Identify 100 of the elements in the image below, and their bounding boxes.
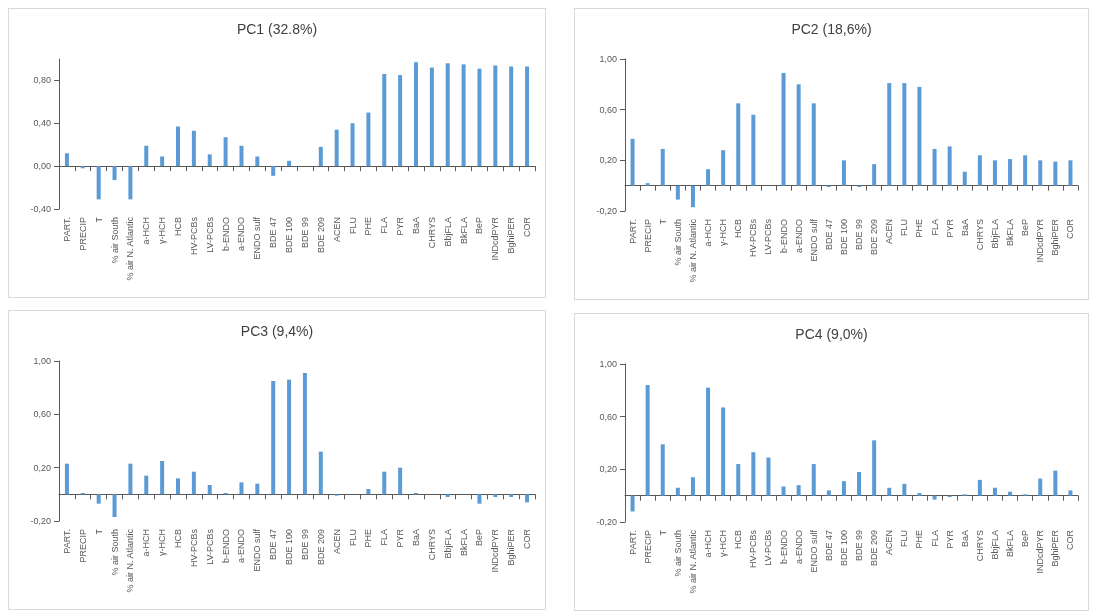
bar <box>128 166 133 200</box>
bar <box>255 156 260 167</box>
x-tick-label: HV-PCBs <box>748 529 759 569</box>
bar <box>287 379 292 495</box>
bar <box>645 385 650 496</box>
y-tick-label: -0,20 <box>596 206 617 216</box>
x-tick-label: HV-PCBs <box>188 528 199 568</box>
bar <box>493 65 498 167</box>
bar <box>509 66 514 167</box>
x-tick-label: ENDO sulf <box>252 216 263 260</box>
bar <box>841 160 846 186</box>
bar <box>887 83 892 186</box>
x-tick-label: BDE 99 <box>299 529 310 561</box>
bar <box>64 463 69 495</box>
bar <box>445 494 450 497</box>
y-tick-label: 0,80 <box>33 75 51 86</box>
x-tick-label: BaA <box>959 219 970 237</box>
chart-title: PC1 (32.8%) <box>236 21 318 37</box>
y-tick-label: -0,40 <box>30 204 51 214</box>
bar <box>191 471 196 495</box>
x-tick-label: T <box>657 529 668 536</box>
chart-title: PC3 (9,4%) <box>240 323 314 339</box>
bar <box>445 63 450 167</box>
x-tick-label: FLA <box>379 217 390 234</box>
chart-title: PC2 (18,6%) <box>791 21 872 37</box>
bar <box>630 495 635 512</box>
x-tick-label: BDE 100 <box>284 217 295 254</box>
x-tick-label: BDE 99 <box>854 219 865 251</box>
x-tick-label: LV-PCBs <box>204 216 215 253</box>
x-tick-label: COR <box>1065 218 1076 239</box>
x-tick-label: γ-HCH <box>718 219 729 246</box>
y-tick-label: -0,20 <box>30 516 51 526</box>
bar <box>962 171 967 186</box>
x-tick-label: COR <box>522 216 533 237</box>
bar <box>223 137 228 167</box>
bar <box>857 471 862 496</box>
y-tick-label: 1,00 <box>33 356 51 366</box>
bar <box>736 464 741 496</box>
x-tick-label: T <box>93 216 104 223</box>
bar <box>382 74 387 167</box>
bar <box>128 463 133 495</box>
bar <box>96 494 101 504</box>
x-tick-label: PRECIP <box>642 530 653 564</box>
x-tick-label: % air N. Atlantic <box>125 216 136 281</box>
bar <box>398 467 403 495</box>
x-tick-label: BDE 99 <box>299 217 310 249</box>
bar <box>721 150 726 186</box>
x-tick-label: BDE 47 <box>268 529 279 561</box>
bar <box>872 164 877 186</box>
bar <box>932 495 937 500</box>
bar <box>721 407 726 496</box>
x-tick-label: BghiPER <box>506 528 517 566</box>
bar <box>398 75 403 167</box>
x-tick-label: BghiPER <box>506 216 517 254</box>
bar <box>160 461 165 495</box>
x-tick-label: BkFLA <box>1005 530 1016 558</box>
x-tick-label: BghiPER <box>1050 529 1061 567</box>
bar <box>318 146 323 167</box>
x-tick-label: BeP <box>1020 219 1031 237</box>
x-tick-label: LV-PCBs <box>763 218 774 255</box>
x-tick-label: COR <box>1065 529 1076 550</box>
bar <box>176 478 180 495</box>
bar <box>477 494 482 504</box>
x-tick-label: % air South <box>109 529 120 576</box>
x-tick-label: PHE <box>914 219 925 238</box>
bar <box>917 86 922 186</box>
bar <box>826 490 831 496</box>
x-tick-label: HV-PCBs <box>188 216 199 256</box>
bar <box>160 156 165 167</box>
bar <box>191 130 196 167</box>
bar <box>1053 470 1058 496</box>
bar <box>690 185 695 208</box>
x-tick-label: ENDO sulf <box>808 218 819 262</box>
bar <box>932 148 937 186</box>
bar <box>766 457 771 496</box>
x-tick-label: % air South <box>109 217 120 264</box>
bar <box>706 387 711 496</box>
x-tick-label: INDcdPYR <box>1035 529 1046 574</box>
x-tick-label: BDE 100 <box>838 530 849 567</box>
x-tick-label: PART. <box>61 217 72 242</box>
bar <box>977 479 982 496</box>
x-tick-label: ACEN <box>331 217 342 243</box>
bar <box>144 475 149 495</box>
x-tick-label: a-ENDO <box>793 530 804 565</box>
y-tick-label: 0,20 <box>599 464 617 475</box>
bar <box>1068 490 1073 496</box>
bar <box>429 67 434 167</box>
x-tick-label: BDE 100 <box>838 219 849 256</box>
x-tick-label: FLU <box>347 217 358 235</box>
x-tick-label: CHRYS <box>974 219 985 251</box>
bar <box>302 373 307 495</box>
x-tick-label: CHRYS <box>974 530 985 562</box>
bar <box>645 183 650 186</box>
bar <box>811 103 816 186</box>
x-tick-label: % air South <box>672 219 683 266</box>
x-tick-label: INDcdPYR <box>490 528 501 573</box>
x-tick-label: % air N. Atlantic <box>687 529 698 594</box>
x-tick-label: BDE 209 <box>315 529 326 566</box>
bar <box>112 166 117 181</box>
x-tick-label: T <box>657 218 668 225</box>
